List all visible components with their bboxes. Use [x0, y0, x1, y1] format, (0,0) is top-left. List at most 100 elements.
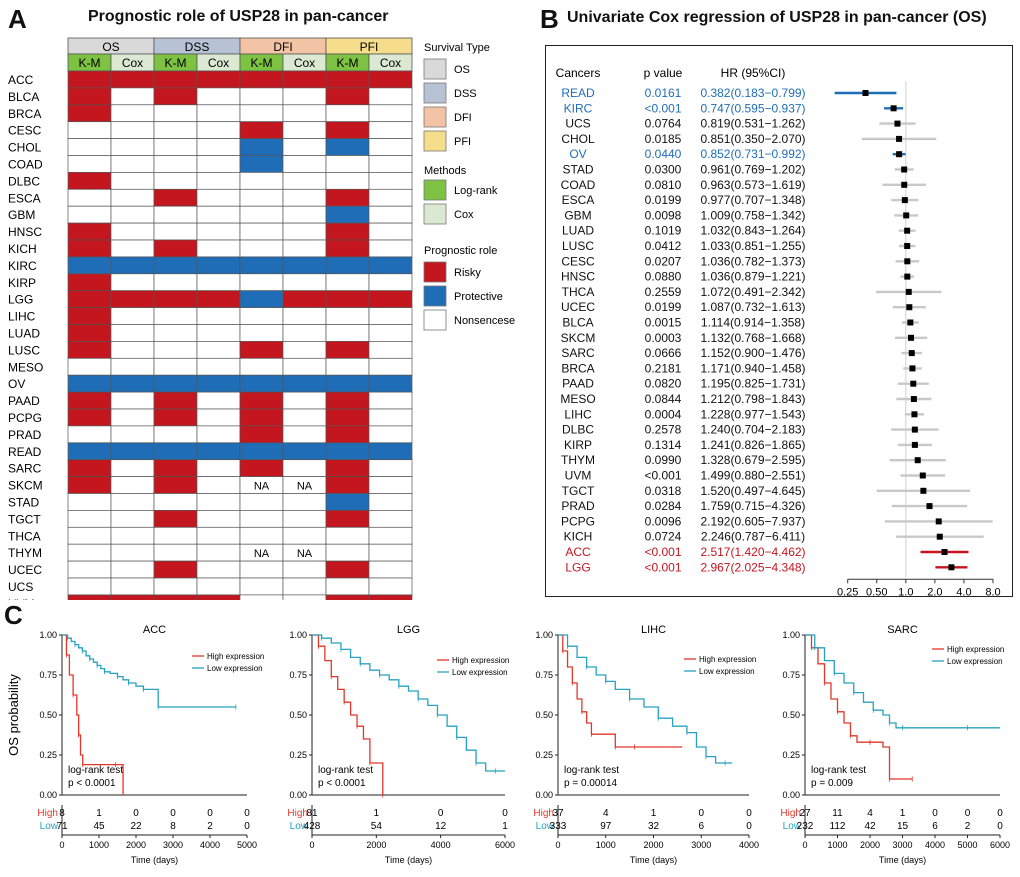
heatmap-cell [325, 493, 370, 511]
heatmap-cell [239, 290, 284, 308]
method-header-label: K-M [251, 56, 273, 70]
heatmap-cell [196, 476, 241, 494]
heatmap-cell [325, 391, 370, 410]
survival-header-label: OS [102, 40, 119, 54]
km-curve-high-expression [312, 634, 384, 795]
heatmap-cell [368, 459, 413, 477]
heatmap-cell [153, 155, 198, 173]
forest-pvalue: 0.0199 [645, 193, 682, 207]
forest-point [936, 533, 943, 540]
heatmap-cell [325, 324, 370, 342]
heatmap-cell [239, 273, 284, 292]
forest-point [941, 549, 948, 555]
forest-pvalue: 0.0207 [645, 254, 682, 268]
km-risk-high-count: 0 [438, 808, 444, 819]
km-y-tick-label: 1.00 [39, 630, 57, 640]
forest-point [901, 181, 908, 188]
heatmap-cell [368, 594, 413, 600]
heatmap-cell [325, 290, 370, 308]
heatmap-cell [67, 425, 112, 444]
heatmap-cell [239, 138, 284, 156]
heatmap-cell [153, 391, 198, 410]
heatmap-cell [368, 577, 413, 596]
heatmap-cell [282, 560, 327, 579]
heatmap-cell [67, 205, 112, 224]
heatmap-cell [110, 510, 155, 528]
km-risk-high-count: 27 [799, 808, 811, 819]
km-test-label: log-rank test [564, 765, 619, 776]
legend-label: DFI [454, 112, 472, 124]
forest-cancer-label: SARC [561, 346, 595, 360]
km-pvalue: p = 0.00014 [564, 778, 618, 789]
forest-hr-text: 2.517(1.420−4.462) [700, 545, 805, 559]
km-risk-high-count: 1 [651, 808, 657, 819]
heatmap-cell [282, 459, 327, 477]
heatmap-cell [67, 493, 112, 511]
forest-pvalue: 0.0300 [645, 163, 682, 177]
forest-cancer-label: DLBC [562, 423, 594, 437]
heatmap-cell [196, 408, 241, 427]
heatmap-cell [196, 222, 241, 241]
km-x-tick-label: 1000 [827, 840, 847, 850]
km-curve-high-expression [62, 634, 124, 795]
heatmap-cell [153, 408, 198, 427]
forest-pvalue: 0.0844 [645, 392, 682, 406]
heatmap-cell [196, 594, 241, 600]
km-y-tick-label: 1.00 [289, 630, 307, 640]
heatmap-cell [368, 391, 413, 410]
forest-point [914, 457, 921, 464]
km-risk-high-count: 1 [96, 808, 102, 819]
km-plot-lihc: LIHC 0.00 0.25 0.50 0.75 1.00 High expression L… [533, 625, 759, 865]
forest-hr-text: 1.228(0.977−1.543) [700, 407, 805, 421]
km-risk-high-count: 1 [900, 808, 906, 819]
forest-cancer-label: LUAD [562, 224, 594, 238]
heatmap-cell [368, 239, 413, 258]
heatmap-cell [67, 121, 112, 139]
heatmap-cell [368, 256, 413, 275]
heatmap-cell [325, 560, 370, 579]
heatmap-cell [239, 577, 284, 596]
heatmap-row-label: COAD [8, 158, 43, 172]
heatmap-cell [368, 560, 413, 579]
heatmap-cell [239, 391, 284, 410]
forest-pvalue: 0.2578 [645, 423, 682, 437]
km-risk-high-count: 11 [832, 808, 843, 819]
heatmap-cell [196, 155, 241, 173]
heatmap-cell [239, 408, 284, 427]
heatmap-cell [325, 510, 370, 528]
heatmap-cell [325, 526, 370, 545]
heatmap-cell [196, 374, 241, 393]
heatmap-row-label: TGCT [8, 512, 41, 526]
km-risk-low-count: 15 [897, 821, 909, 832]
heatmap-row-label: PCPG [8, 411, 42, 425]
method-header-label: K-M [337, 56, 359, 70]
heatmap-cell [239, 222, 284, 241]
forest-pvalue: 0.0015 [645, 316, 682, 330]
heatmap-cell [325, 172, 370, 190]
km-curve-low-expression [805, 634, 1000, 729]
km-x-tick-label: 3000 [892, 840, 912, 850]
heatmap-row-label: SARC [8, 462, 42, 476]
forest-cancer-label: BRCA [561, 361, 594, 375]
heatmap-cell [368, 307, 413, 325]
km-risk-high-count: 0 [965, 808, 971, 819]
km-x-tick-label: 0 [59, 840, 64, 850]
heatmap-cell [110, 290, 155, 308]
heatmap-cell [153, 341, 198, 359]
heatmap-cell [196, 307, 241, 325]
forest-point [907, 319, 914, 326]
km-risk-low-count: 1 [502, 821, 508, 832]
forest-hr-text: 1.171(0.940−1.458) [700, 361, 805, 375]
km-risk-low-count: 0 [746, 821, 752, 832]
heatmap-row-label: STAD [8, 496, 39, 510]
forest-x-tick-label: 0.50 [866, 586, 887, 597]
km-risk-group-high: High [780, 808, 801, 819]
heatmap-cell [153, 577, 198, 596]
heatmap-cell [325, 121, 370, 139]
heatmap-cell [110, 594, 155, 600]
forest-hr-text: 0.963(0.573−1.619) [700, 178, 805, 192]
forest-point [905, 288, 912, 295]
forest-cancer-label: LIHC [564, 407, 592, 421]
forest-point [894, 120, 901, 127]
forest-hr-text: 1.114(0.914−1.358) [701, 316, 805, 330]
